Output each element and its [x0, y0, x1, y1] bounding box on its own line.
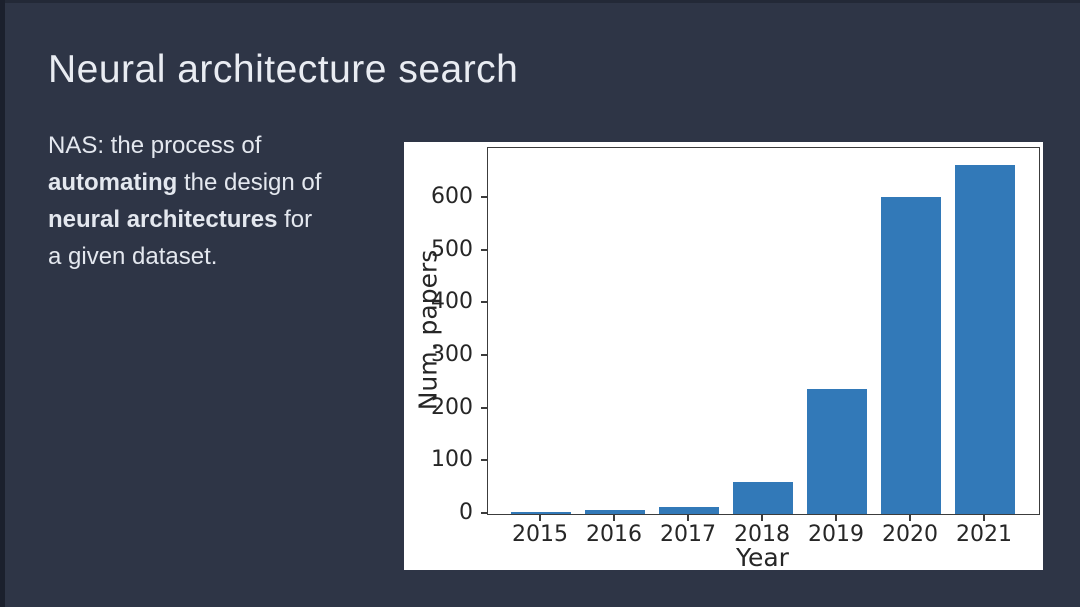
- paragraph-text: a given dataset.: [48, 243, 218, 270]
- bar-2020: [881, 197, 941, 514]
- x-tick-mark: [761, 515, 763, 521]
- y-tick-mark: [481, 512, 488, 514]
- x-tick-mark: [909, 515, 911, 521]
- y-tick-mark: [481, 196, 488, 199]
- paragraph-text: for: [277, 206, 313, 233]
- slide-top-edge: [0, 0, 1080, 3]
- paragraph-line: neural architectures for: [48, 201, 398, 238]
- y-tick-mark: [481, 354, 488, 356]
- paragraph-line: a given dataset.: [48, 238, 398, 275]
- x-tick-mark: [613, 515, 615, 521]
- paragraph-bold-text: automating: [48, 169, 178, 196]
- paragraph-text: the design of: [177, 169, 322, 196]
- x-tick-label: 2019: [808, 522, 864, 547]
- x-tick-label: 2016: [586, 522, 642, 547]
- y-tick-label: 200: [431, 394, 473, 420]
- paragraph-line: NAS: the process of: [48, 127, 398, 164]
- y-tick-mark: [481, 301, 488, 304]
- y-tick-label: 400: [431, 289, 473, 315]
- x-tick-label: 2020: [882, 522, 938, 547]
- slide-title: Neural architecture search: [48, 48, 519, 92]
- chart-plot-area: [487, 147, 1040, 515]
- x-tick-mark: [539, 515, 541, 521]
- x-tick-mark: [983, 515, 985, 521]
- bar-2015: [511, 512, 571, 514]
- y-tick-label: 300: [431, 342, 473, 367]
- slide-paragraph: NAS: the process of automating the design…: [48, 127, 398, 275]
- paragraph-text: NAS: the process of: [48, 132, 262, 159]
- bar-2017: [659, 507, 719, 514]
- y-tick-mark: [481, 248, 488, 251]
- bar-2018: [733, 482, 793, 514]
- x-tick-label: 2015: [512, 522, 568, 547]
- y-tick-mark: [481, 459, 488, 462]
- x-tick-mark: [835, 515, 837, 521]
- y-tick-label: 500: [431, 236, 473, 262]
- chart-x-axis-label: Year: [736, 543, 789, 572]
- bar-2021: [955, 165, 1015, 514]
- bar-2019: [807, 389, 867, 514]
- y-tick-label: 100: [431, 447, 473, 473]
- slide-left-edge: [0, 0, 5, 607]
- chart-figure: Num. papers Year 0 100 200 300 400 500 600 2015…: [404, 142, 1043, 572]
- x-tick-label: 2017: [660, 522, 716, 547]
- paragraph-line: automating the design of: [48, 164, 398, 201]
- y-tick-label: 600: [431, 184, 473, 210]
- x-tick-mark: [687, 515, 689, 521]
- chart-y-axis-label: Num. papers: [413, 249, 443, 411]
- x-tick-label: 2021: [956, 522, 1012, 547]
- x-tick-label: 2018: [734, 522, 790, 547]
- paragraph-bold-text: neural architectures: [48, 206, 278, 233]
- bar-2016: [585, 510, 645, 514]
- y-tick-label: 0: [459, 500, 473, 525]
- y-tick-mark: [481, 406, 488, 409]
